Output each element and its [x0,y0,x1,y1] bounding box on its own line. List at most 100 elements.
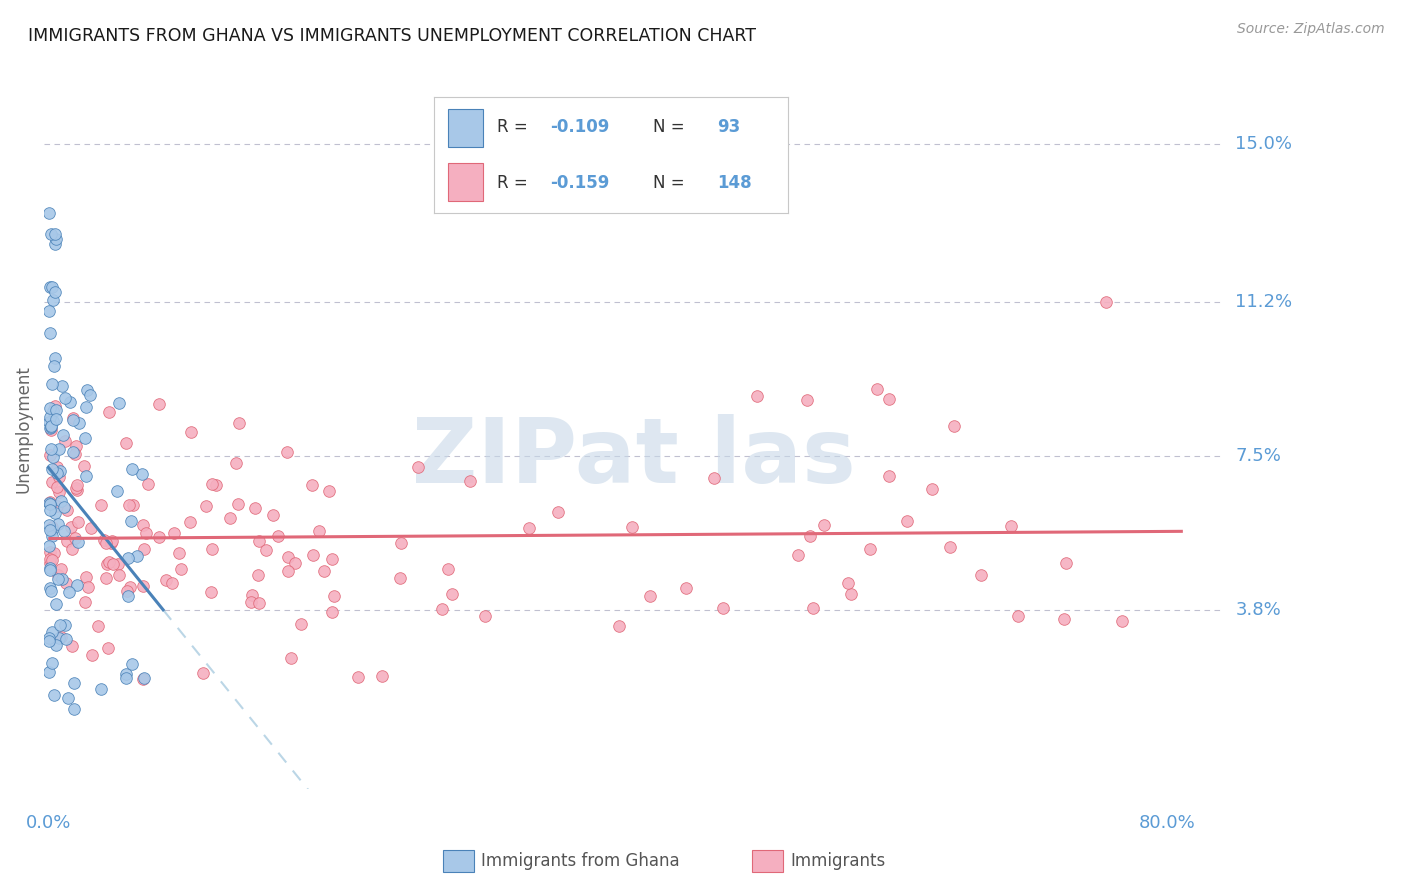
Point [347,670,370,684]
Point [73,595,96,609]
Point [865,382,887,396]
Point [96,557,118,571]
Point [813,517,835,532]
Point [246,568,269,582]
Point [38,556,60,570]
Point [675,581,697,595]
Point [75,569,97,583]
Point [474,609,496,624]
Point [41,520,63,534]
Point [44,285,66,299]
Point [65,481,87,495]
Point [48,469,70,483]
Point [38,665,60,679]
Point [105,483,128,498]
Point [46,516,69,531]
Point [53,617,76,632]
Point [63,676,86,690]
Point [38,303,60,318]
Point [125,549,148,563]
Point [163,525,186,540]
Point [53,391,76,405]
Point [49,630,72,644]
Point [799,529,821,543]
Point [56,503,79,517]
Point [44,351,66,365]
Text: 3.8%: 3.8% [1236,601,1281,619]
Point [41,377,63,392]
Point [114,671,136,685]
Point [276,445,298,459]
Point [41,523,63,537]
Point [301,478,323,492]
Text: 11.2%: 11.2% [1236,293,1292,311]
Point [66,578,89,592]
Point [389,571,412,585]
Point [318,483,340,498]
Point [100,534,122,549]
Point [786,548,808,562]
Point [219,511,242,525]
Text: 15.0%: 15.0% [1236,135,1292,153]
Point [939,540,962,554]
Point [703,471,725,485]
Point [44,237,66,252]
Point [93,533,115,547]
Point [48,442,70,457]
Point [55,434,77,448]
Point [262,508,284,522]
Point [117,589,139,603]
Point [437,562,460,576]
Point [243,501,266,516]
Point [170,562,193,576]
Point [46,572,69,586]
Point [45,232,67,246]
Point [115,435,138,450]
Point [254,543,277,558]
Point [247,534,270,549]
Point [135,525,157,540]
Point [290,617,312,632]
Point [45,466,67,480]
Point [51,493,73,508]
Point [62,639,84,653]
Point [62,411,84,425]
Text: Source: ZipAtlas.com: Source: ZipAtlas.com [1237,22,1385,37]
Point [134,671,156,685]
Point [841,587,863,601]
Point [180,425,202,440]
Point [115,666,138,681]
Point [38,634,60,648]
Point [60,541,83,556]
Point [121,462,143,476]
Point [39,497,62,511]
Point [39,545,62,559]
Point [117,550,139,565]
Point [39,442,62,456]
Point [62,445,84,459]
Point [1095,294,1118,309]
Point [896,514,918,528]
Point [430,602,453,616]
Point [131,467,153,481]
Point [225,456,247,470]
Point [621,519,644,533]
Point [132,518,155,533]
Text: ZIPat las: ZIPat las [412,414,856,502]
Point [921,482,943,496]
Point [371,669,394,683]
Point [63,447,86,461]
Point [132,672,155,686]
Point [39,581,62,595]
Point [101,557,124,571]
Point [389,536,412,550]
Point [65,439,87,453]
Point [38,206,60,220]
Point [67,416,90,430]
Point [38,495,60,509]
Point [308,524,330,538]
Point [77,580,100,594]
Point [38,561,60,575]
Point [302,549,325,563]
Point [1054,556,1077,570]
